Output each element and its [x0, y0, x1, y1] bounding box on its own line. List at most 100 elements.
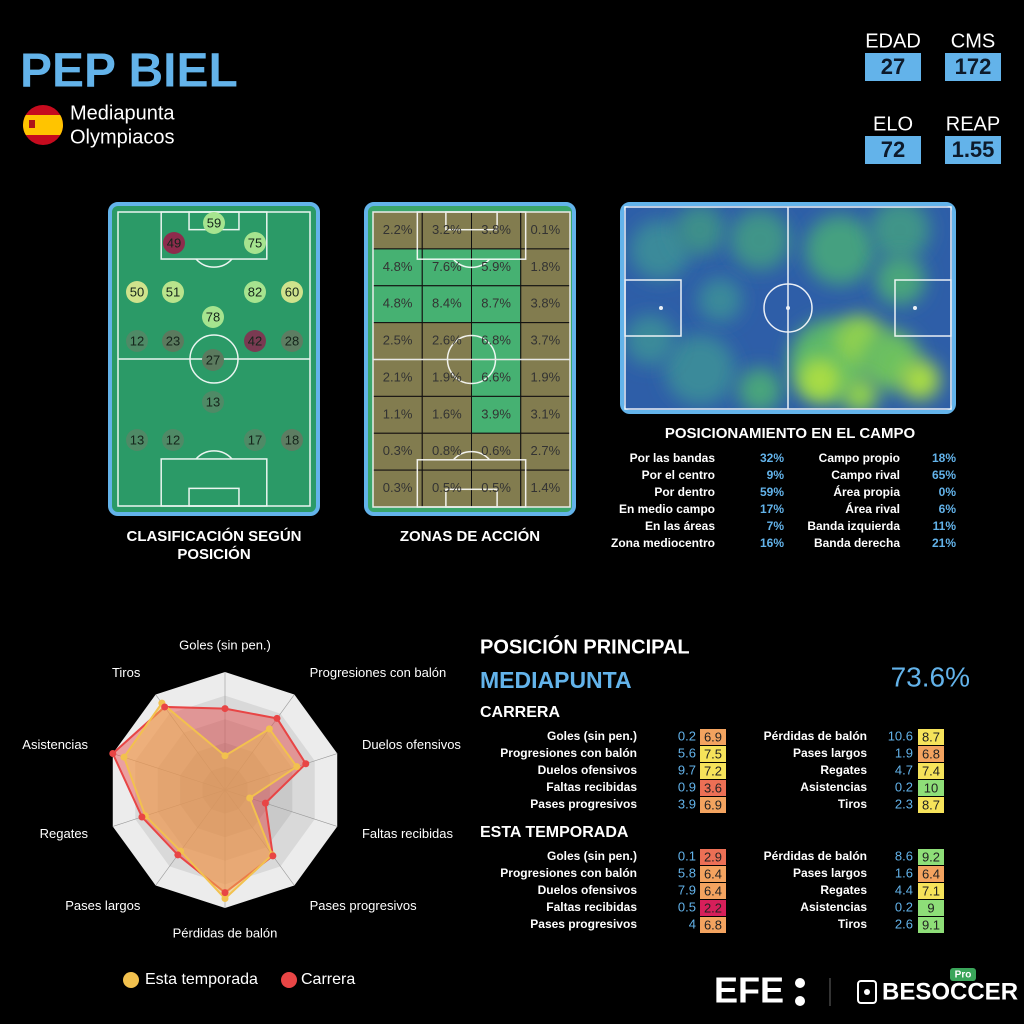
pitch-line: [624, 279, 682, 337]
pitch-line: [452, 258, 491, 269]
player-position: Mediapunta: [70, 102, 175, 124]
rating-value: 2.2: [704, 900, 722, 915]
zone-label: 8.7%: [481, 296, 511, 311]
rating-value: 7.1: [922, 883, 940, 898]
position-value: 78: [206, 309, 220, 324]
radar-axis-label: Pérdidas de balón: [173, 925, 278, 940]
radar-point: [302, 760, 310, 768]
zone-cell: [471, 248, 522, 287]
position-bubble: [203, 212, 225, 234]
stat-row-value: 4: [689, 916, 696, 931]
heat-blob: [842, 377, 878, 409]
radar-axis: [224, 753, 338, 791]
stat-row-label: Progresiones con balón: [500, 866, 637, 880]
rating-value: 7.5: [704, 746, 722, 761]
zone-cell: [471, 322, 522, 360]
zone-cell: [520, 322, 571, 360]
stat-row-value: 0.2: [678, 728, 696, 743]
stat-row-label: Asistencias: [800, 900, 867, 914]
position-value: 17: [248, 432, 262, 447]
heat-blob: [675, 207, 725, 255]
heat-blob: [798, 358, 842, 402]
radar-point: [161, 703, 169, 711]
radar-axis: [155, 789, 226, 886]
stat-row-value: 0.1: [678, 848, 696, 863]
zone-cell: [471, 285, 522, 324]
flag: [23, 105, 63, 145]
stat-row-value: 2.3: [895, 796, 913, 811]
zone-label: 0.1%: [531, 222, 561, 237]
rating-box: [918, 729, 944, 745]
stat-row-value: 10.6: [888, 728, 913, 743]
zone-label: 3.2%: [432, 222, 462, 237]
stat-row-label: Pérdidas de balón: [764, 729, 867, 743]
radar-axis-label: Regates: [40, 826, 89, 841]
rating-box: [700, 746, 726, 762]
position-bubble: [281, 429, 303, 451]
pitch-line: [445, 488, 498, 508]
zone-label: 2.7%: [531, 443, 561, 458]
positioning-value: 17%: [760, 502, 784, 516]
position-bubble: [244, 330, 266, 352]
positioning-value: 16%: [760, 536, 784, 550]
legend-swatch: [123, 972, 139, 988]
radar-point: [221, 752, 229, 760]
position-value: 51: [166, 284, 180, 299]
positioning-label: Área propia: [833, 484, 900, 499]
heat-blob: [900, 360, 940, 400]
legend-swatch: [281, 972, 297, 988]
positioning-value: 6%: [939, 502, 957, 516]
heat-blob: [805, 215, 875, 285]
pitch-spot: [913, 306, 917, 310]
zone-label: 1.9%: [432, 369, 462, 384]
zone-label: 3.8%: [481, 222, 511, 237]
stat-row-value: 4.7: [895, 762, 913, 777]
stat-row-label: Progresiones con balón: [500, 746, 637, 760]
pitch-line: [195, 258, 233, 268]
stat-row-value: 0.2: [895, 779, 913, 794]
position-value: 13: [130, 432, 144, 447]
stat-row-label: Asistencias: [800, 780, 867, 794]
heat-blob: [665, 335, 735, 405]
rating-value: 9: [927, 900, 934, 915]
position-bubble: [162, 330, 184, 352]
rating-value: 6.9: [704, 797, 722, 812]
rating-box: [918, 900, 944, 916]
stat-row-value: 8.6: [895, 848, 913, 863]
rating-box: [700, 797, 726, 813]
zone-cell: [372, 359, 423, 397]
stat-box: [945, 53, 1001, 81]
zone-cell: [520, 248, 571, 287]
positioning-label: Banda izquierda: [807, 519, 900, 533]
radar-axis-label: Tiros: [112, 665, 141, 680]
zone-cell: [372, 211, 423, 250]
positioning-label: Zona mediocentro: [611, 536, 715, 550]
positioning-value: 7%: [767, 519, 785, 533]
heat-blob: [625, 315, 675, 365]
position-value: 49: [167, 235, 181, 250]
stat-row-label: Faltas recibidas: [546, 780, 637, 794]
efe-dot: [795, 996, 805, 1006]
radar-point: [221, 895, 229, 903]
position-bubble: [202, 306, 224, 328]
stat-label: REAP: [946, 113, 1000, 135]
radar-point: [138, 813, 146, 821]
radar-axis: [112, 789, 226, 827]
zone-cell: [520, 395, 571, 434]
pitch-lines: [372, 211, 571, 508]
stat-row-value: 0.2: [895, 899, 913, 914]
zone-label: 1.8%: [531, 259, 561, 274]
position-bubble: [126, 429, 148, 451]
position-bubble: [163, 232, 185, 254]
rating-box: [700, 763, 726, 779]
zone-cell: [372, 469, 423, 508]
rating-box: [700, 900, 726, 916]
stat-row-label: Pases progresivos: [530, 917, 637, 931]
rating-box: [700, 883, 726, 899]
rating-box: [700, 780, 726, 796]
stat-row-label: Goles (sin pen.): [547, 849, 637, 863]
position-value: 28: [285, 333, 299, 348]
pitch-spot: [786, 306, 790, 310]
pitch-line: [445, 211, 498, 231]
stat-row-value: 0.5: [678, 899, 696, 914]
